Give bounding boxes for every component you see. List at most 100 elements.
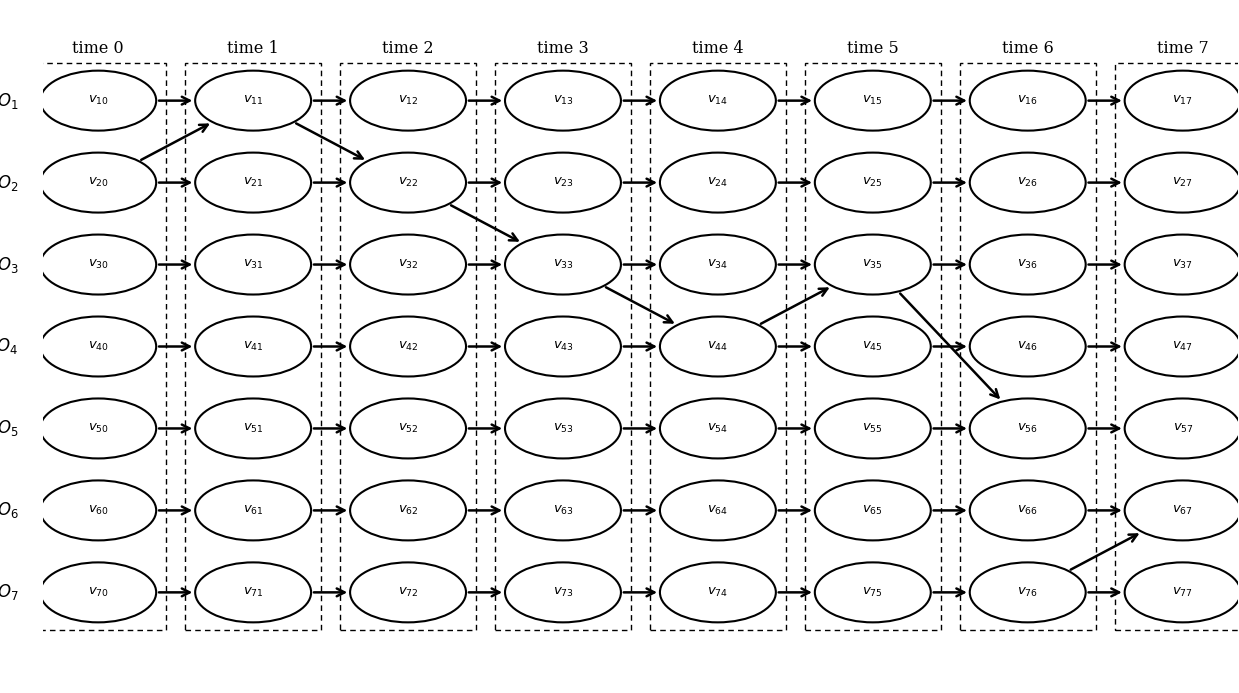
Ellipse shape	[660, 152, 776, 213]
Text: time 6: time 6	[1002, 40, 1053, 57]
Ellipse shape	[506, 563, 621, 622]
Ellipse shape	[196, 480, 311, 541]
Ellipse shape	[660, 398, 776, 459]
Text: $v_{17}$: $v_{17}$	[1172, 94, 1193, 107]
Ellipse shape	[351, 317, 466, 376]
Text: $v_{44}$: $v_{44}$	[707, 340, 729, 353]
Ellipse shape	[970, 71, 1085, 130]
Text: $v_{41}$: $v_{41}$	[243, 340, 264, 353]
Ellipse shape	[815, 71, 930, 130]
Ellipse shape	[506, 317, 621, 376]
Text: $v_{25}$: $v_{25}$	[862, 176, 883, 189]
Ellipse shape	[660, 317, 776, 376]
Ellipse shape	[1125, 152, 1239, 213]
Text: $v_{73}$: $v_{73}$	[553, 586, 574, 599]
Text: $v_{66}$: $v_{66}$	[1017, 504, 1038, 517]
Text: $v_{20}$: $v_{20}$	[88, 176, 109, 189]
Ellipse shape	[196, 563, 311, 622]
Ellipse shape	[815, 234, 930, 295]
Ellipse shape	[506, 234, 621, 295]
Text: $v_{15}$: $v_{15}$	[862, 94, 883, 107]
Text: $v_{34}$: $v_{34}$	[707, 258, 729, 271]
Text: time 2: time 2	[383, 40, 434, 57]
Text: $v_{30}$: $v_{30}$	[88, 258, 109, 271]
Text: $O_1$: $O_1$	[0, 91, 19, 111]
Text: $v_{37}$: $v_{37}$	[1172, 258, 1193, 271]
Text: $v_{45}$: $v_{45}$	[862, 340, 883, 353]
Text: $v_{76}$: $v_{76}$	[1017, 586, 1038, 599]
Ellipse shape	[196, 234, 311, 295]
Text: $v_{71}$: $v_{71}$	[243, 586, 264, 599]
Text: $v_{22}$: $v_{22}$	[398, 176, 419, 189]
Ellipse shape	[506, 71, 621, 130]
Text: $v_{50}$: $v_{50}$	[88, 422, 109, 435]
Text: $v_{10}$: $v_{10}$	[88, 94, 109, 107]
Text: $v_{35}$: $v_{35}$	[862, 258, 883, 271]
Text: $v_{75}$: $v_{75}$	[862, 586, 883, 599]
Text: $v_{72}$: $v_{72}$	[398, 586, 419, 599]
Text: $v_{57}$: $v_{57}$	[1172, 422, 1193, 435]
Ellipse shape	[196, 152, 311, 213]
Text: $v_{33}$: $v_{33}$	[553, 258, 574, 271]
Ellipse shape	[660, 234, 776, 295]
Ellipse shape	[815, 480, 930, 541]
Text: $v_{56}$: $v_{56}$	[1017, 422, 1038, 435]
Text: $v_{42}$: $v_{42}$	[398, 340, 419, 353]
Text: time 1: time 1	[227, 40, 279, 57]
Text: $v_{11}$: $v_{11}$	[243, 94, 264, 107]
Ellipse shape	[196, 71, 311, 130]
Ellipse shape	[351, 234, 466, 295]
Ellipse shape	[40, 71, 156, 130]
Text: $v_{74}$: $v_{74}$	[707, 586, 729, 599]
Ellipse shape	[506, 480, 621, 541]
Text: $v_{63}$: $v_{63}$	[553, 504, 574, 517]
Text: $v_{65}$: $v_{65}$	[862, 504, 883, 517]
Ellipse shape	[660, 71, 776, 130]
Ellipse shape	[815, 317, 930, 376]
Ellipse shape	[40, 480, 156, 541]
Ellipse shape	[351, 480, 466, 541]
Ellipse shape	[1125, 71, 1239, 130]
Ellipse shape	[815, 563, 930, 622]
Text: $v_{62}$: $v_{62}$	[398, 504, 419, 517]
Ellipse shape	[1125, 398, 1239, 459]
Text: $O_5$: $O_5$	[0, 419, 19, 439]
Text: time 7: time 7	[1157, 40, 1208, 57]
Text: $O_7$: $O_7$	[0, 582, 19, 602]
Ellipse shape	[40, 234, 156, 295]
Text: $v_{55}$: $v_{55}$	[862, 422, 883, 435]
Text: time 4: time 4	[693, 40, 743, 57]
Ellipse shape	[506, 398, 621, 459]
Text: $v_{54}$: $v_{54}$	[707, 422, 729, 435]
Text: $v_{61}$: $v_{61}$	[243, 504, 264, 517]
Ellipse shape	[351, 71, 466, 130]
Text: $O_6$: $O_6$	[0, 500, 19, 520]
Text: $v_{23}$: $v_{23}$	[553, 176, 574, 189]
Text: $v_{27}$: $v_{27}$	[1172, 176, 1193, 189]
Text: $O_2$: $O_2$	[0, 173, 19, 193]
Text: $v_{52}$: $v_{52}$	[398, 422, 419, 435]
Ellipse shape	[1125, 234, 1239, 295]
Text: $v_{43}$: $v_{43}$	[553, 340, 574, 353]
Ellipse shape	[40, 317, 156, 376]
Ellipse shape	[660, 480, 776, 541]
Text: $v_{40}$: $v_{40}$	[88, 340, 109, 353]
Ellipse shape	[351, 152, 466, 213]
Text: time 0: time 0	[72, 40, 124, 57]
Text: $v_{12}$: $v_{12}$	[398, 94, 419, 107]
Ellipse shape	[506, 152, 621, 213]
Text: $v_{64}$: $v_{64}$	[707, 504, 729, 517]
Ellipse shape	[970, 234, 1085, 295]
Ellipse shape	[1125, 480, 1239, 541]
Text: $v_{14}$: $v_{14}$	[707, 94, 729, 107]
Text: $v_{53}$: $v_{53}$	[553, 422, 574, 435]
Text: $v_{77}$: $v_{77}$	[1172, 586, 1193, 599]
Text: $v_{36}$: $v_{36}$	[1017, 258, 1038, 271]
Text: $v_{60}$: $v_{60}$	[88, 504, 109, 517]
Ellipse shape	[970, 480, 1085, 541]
Text: $v_{21}$: $v_{21}$	[243, 176, 264, 189]
Ellipse shape	[40, 398, 156, 459]
Ellipse shape	[40, 152, 156, 213]
Ellipse shape	[196, 317, 311, 376]
Ellipse shape	[1125, 563, 1239, 622]
